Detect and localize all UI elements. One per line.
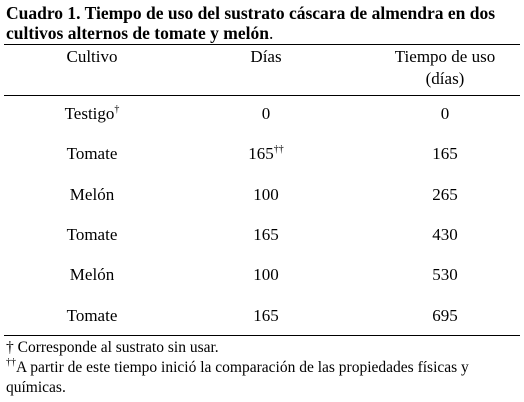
top-rule (4, 44, 520, 45)
cell-tiempo: 0 (441, 104, 450, 124)
cultivo: Melón (69, 184, 115, 204)
cell-cultivo: Testigo† (65, 104, 120, 124)
cell-tiempo: 265 (432, 185, 458, 205)
title-end: . (268, 23, 274, 43)
tiempo: 695 (432, 305, 458, 325)
header: Tiempo de uso (394, 47, 496, 66)
cultivo: Tomate (66, 144, 118, 164)
cell-tiempo: 530 (432, 265, 458, 285)
cell-tiempo: 165 (432, 144, 458, 164)
bottom-rule (4, 335, 520, 336)
footnote: ††A partir de este tiempo inició la comp… (6, 358, 518, 398)
dias: 0 (261, 104, 271, 123)
header: (días) (425, 69, 465, 88)
dias: 100 (253, 184, 279, 204)
cultivo: Tomate (66, 305, 118, 325)
cell-dias: 165†† (248, 144, 284, 164)
header: Días (250, 47, 282, 66)
tiempo: 265 (432, 184, 458, 204)
tiempo: 165 (432, 144, 458, 164)
cell-dias: 100 (253, 265, 279, 285)
cell-dias: 100 (253, 185, 279, 205)
footnote-text: A partir de este tiempo inició la compar… (6, 359, 469, 396)
cultivo: Melón (69, 265, 115, 285)
cell-tiempo: 695 (432, 306, 458, 326)
cell-cultivo: Tomate (67, 144, 118, 164)
dias: 165 (248, 144, 274, 164)
cell-cultivo: Melón (70, 185, 114, 205)
header-rule (4, 95, 520, 96)
dias: 165 (253, 224, 279, 244)
footnote-mark: † (114, 104, 120, 115)
dias: 165 (253, 305, 279, 325)
cell-dias: 165 (253, 225, 279, 245)
table-title: Cuadro 1. Tiempo de uso del sustrato cás… (6, 3, 518, 43)
cell-cultivo: Melón (70, 265, 114, 285)
cell-tiempo: 430 (432, 225, 458, 245)
footnote-mark: †† (273, 144, 284, 156)
footnote-mark: † (6, 339, 14, 356)
tiempo: 430 (432, 224, 458, 244)
cultivo: Testigo (64, 104, 115, 123)
cell-dias: 0 (262, 104, 271, 124)
footnote-text: Corresponde al sustrato sin usar. (13, 339, 219, 356)
cell-dias: 165 (253, 306, 279, 326)
tiempo: 530 (432, 265, 458, 285)
cultivo: Tomate (66, 224, 118, 244)
footnote: † Corresponde al sustrato sin usar. (6, 338, 518, 358)
dias: 100 (253, 265, 279, 285)
footnote-mark: †† (6, 357, 16, 368)
header: Cultivo (66, 47, 118, 66)
cell-cultivo: Tomate (67, 306, 118, 326)
tiempo: 0 (440, 104, 450, 123)
title-text: Cuadro 1. Tiempo de uso del sustrato cás… (6, 3, 496, 43)
cell-cultivo: Tomate (67, 225, 118, 245)
